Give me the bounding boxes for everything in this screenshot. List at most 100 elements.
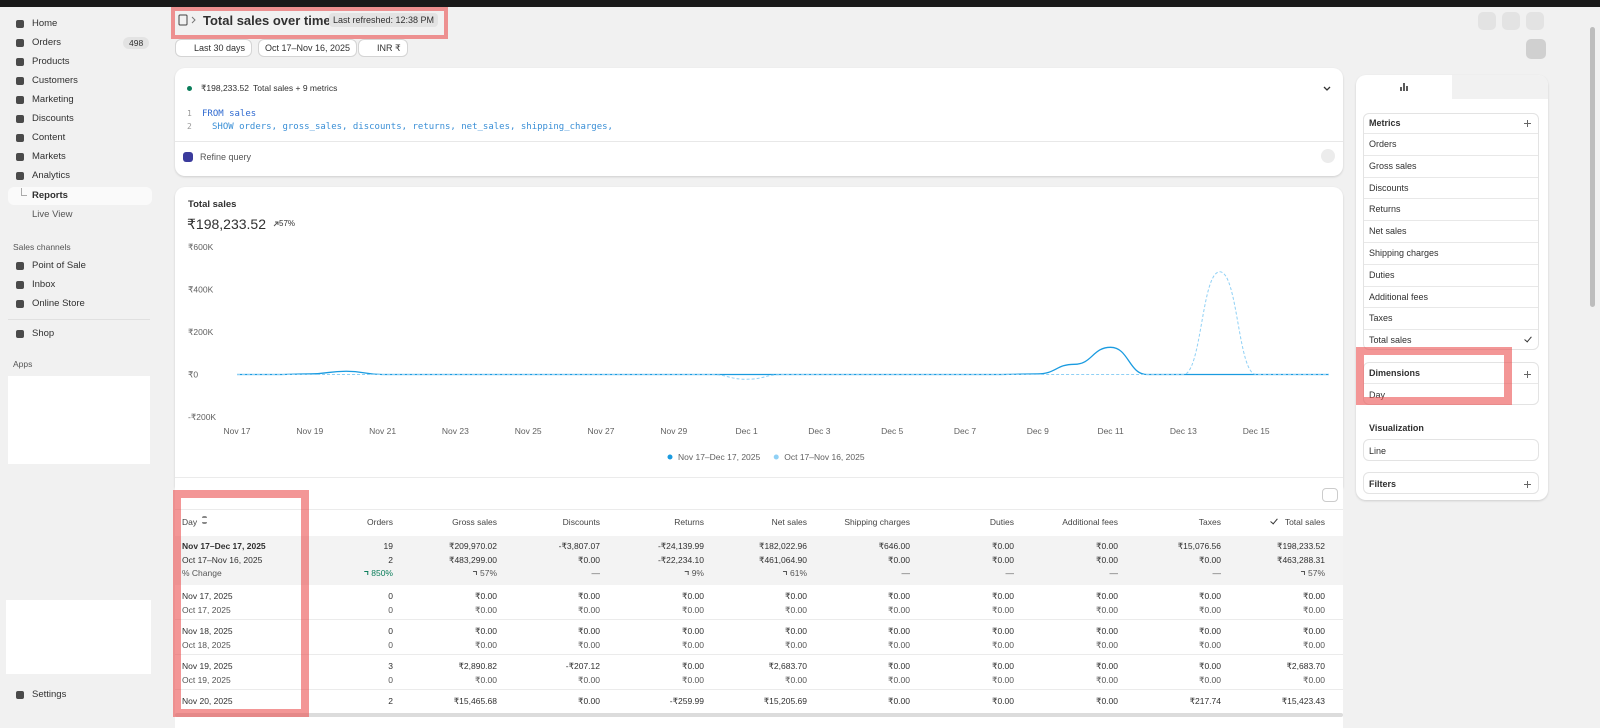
summary-bg	[175, 536, 1343, 585]
column-header[interactable]: Shipping charges	[844, 517, 910, 527]
nav-icon	[16, 58, 24, 66]
metric-item[interactable]: Additional fees	[1369, 291, 1429, 302]
table-cell: ₹0.00	[475, 604, 497, 615]
column-header[interactable]: Gross sales	[452, 517, 497, 527]
metrics-title: Metrics	[1369, 118, 1401, 128]
nav-item[interactable]: Products	[32, 56, 70, 67]
column-header[interactable]: Total sales	[1284, 517, 1325, 527]
table-cell: Nov 17, 2025	[182, 591, 233, 601]
collapse-button[interactable]	[1320, 81, 1334, 95]
table-cell: ₹0.00	[992, 696, 1014, 706]
x-tick-label: Dec 1	[735, 426, 757, 436]
summary-cell: —	[591, 568, 601, 578]
divider	[175, 509, 1343, 510]
report-icon	[178, 14, 196, 26]
metric-item[interactable]: Taxes	[1369, 313, 1393, 324]
column-header[interactable]: Day	[182, 517, 198, 527]
metric-item[interactable]: Returns	[1369, 204, 1401, 215]
column-header[interactable]: Additional fees	[1062, 517, 1118, 527]
nav-item[interactable]: Home	[32, 18, 58, 29]
table-cell: ₹0.00	[785, 639, 807, 650]
code-line: FROM sales	[202, 109, 257, 119]
section-heading[interactable]: Apps	[13, 359, 33, 369]
column-header[interactable]: Duties	[989, 517, 1014, 527]
change-arrow	[782, 571, 787, 575]
info-button[interactable]	[1502, 12, 1520, 30]
column-header[interactable]: Orders	[367, 517, 393, 527]
inactive-tab[interactable]	[1452, 75, 1548, 99]
nav-item[interactable]: Point of Sale	[32, 260, 86, 271]
refreshed: Last refreshed: 12:38 PM	[329, 13, 439, 27]
metric-item[interactable]: Duties	[1369, 269, 1395, 280]
metric-item[interactable]: Orders	[1369, 139, 1397, 149]
metrics-box	[1363, 113, 1539, 350]
compare-button[interactable]: Oct 17–Nov 16, 2025	[258, 39, 358, 57]
table-cell: ₹0.00	[682, 639, 704, 650]
nav-item[interactable]: Inbox	[32, 279, 56, 290]
summary-cell: 57%	[472, 566, 497, 580]
column-header[interactable]: Returns	[674, 517, 704, 527]
table-cell: ₹0.00	[1303, 604, 1325, 615]
settings-toggle[interactable]	[1526, 39, 1546, 59]
column-header[interactable]: Net sales	[771, 517, 807, 527]
nav-item[interactable]: Content	[32, 132, 66, 143]
x-tick-label: Dec 13	[1170, 426, 1197, 436]
send-button[interactable]	[1321, 149, 1335, 163]
nav-item[interactable]: Settings	[32, 689, 67, 700]
divider	[175, 141, 1343, 142]
nav-item[interactable]: Live View	[32, 209, 73, 220]
filters-box[interactable]	[1363, 472, 1539, 494]
table-cell: ₹0.00	[578, 626, 600, 636]
summary-cell: ₹646.00	[878, 541, 910, 551]
series-line	[237, 271, 1329, 380]
x-tick-label: Dec 3	[808, 426, 830, 436]
nav-item[interactable]: Customers	[32, 75, 78, 86]
nav-item[interactable]: Marketing	[32, 94, 74, 105]
refresh-button[interactable]	[1478, 12, 1496, 30]
table-cell: ₹15,205.69	[763, 696, 807, 706]
x-tick-label: Nov 17	[224, 426, 251, 436]
table-cell: ₹0.00	[578, 696, 600, 706]
chart-tab[interactable]	[1398, 81, 1410, 93]
column-header[interactable]: Taxes	[1198, 517, 1221, 527]
metric-item[interactable]: Net sales	[1369, 226, 1407, 237]
date-range-button[interactable]: Last 30 days	[175, 39, 253, 57]
dimension-item[interactable]: Day	[1369, 390, 1386, 400]
metric-item[interactable]: Total sales	[1369, 335, 1412, 346]
table-cell: Oct 17, 2025	[182, 604, 231, 615]
nav-item[interactable]: Orders	[32, 37, 62, 48]
nav-item[interactable]: Analytics	[32, 170, 71, 181]
query-card: ₹198,233.52 Total sales + 9 metrics 1 FR…	[175, 68, 1343, 176]
nav-item[interactable]: Online Store	[32, 298, 85, 309]
x-tick-label: Nov 27	[588, 426, 615, 436]
metric-item[interactable]: Discounts	[1369, 182, 1409, 193]
summary-cell: ₹463,288.31	[1277, 554, 1325, 565]
table-cell: ₹0.00	[1199, 674, 1221, 685]
table-cell: ₹0.00	[578, 639, 600, 650]
metric-item[interactable]: Gross sales	[1369, 160, 1417, 171]
summary-cell: -₹22,234.10	[657, 554, 704, 565]
nav-item[interactable]: Shop	[32, 328, 55, 339]
x-tick-label: Nov 21	[369, 426, 396, 436]
nav-icon	[16, 153, 24, 161]
summary-cell: 9%	[684, 566, 704, 580]
summary-cell: —	[1212, 568, 1222, 578]
visualization-title: Visualization	[1369, 423, 1424, 433]
table-cell: ₹0.00	[475, 639, 497, 650]
column-header[interactable]: Discounts	[562, 517, 600, 527]
table-options[interactable]	[1322, 488, 1338, 502]
legend-swatch	[667, 454, 673, 460]
refine-query[interactable]: Refine query	[200, 152, 252, 162]
nav-item[interactable]: Discounts	[32, 113, 74, 124]
currency-button[interactable]: INR ₹	[358, 39, 408, 57]
metric-item[interactable]: Shipping charges	[1369, 248, 1439, 258]
visualization-select[interactable]	[1363, 439, 1539, 461]
nav-item[interactable]: Markets	[32, 151, 66, 162]
table-cell: ₹0.00	[888, 661, 910, 671]
change-arrow	[1300, 571, 1305, 575]
more-button[interactable]	[1526, 12, 1544, 30]
table-cell: ₹0.00	[992, 604, 1014, 615]
table-cell: 0	[388, 639, 393, 650]
nav-item[interactable]: Reports	[32, 190, 68, 201]
section-heading[interactable]: Sales channels	[13, 242, 71, 252]
